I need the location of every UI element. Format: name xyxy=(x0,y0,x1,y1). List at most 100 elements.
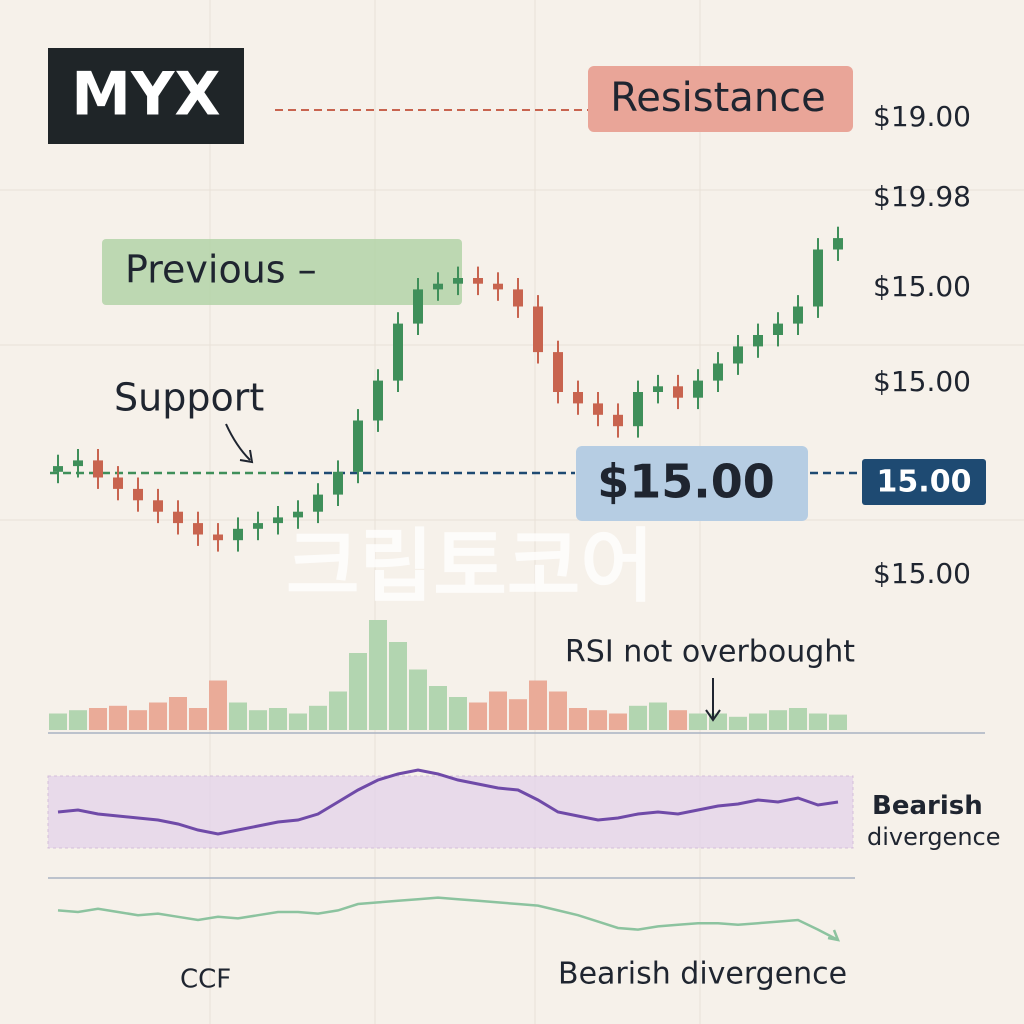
candle-body xyxy=(633,392,643,427)
candle-body xyxy=(193,523,203,535)
candle-body xyxy=(593,403,603,415)
candle-body xyxy=(813,249,823,307)
volume-bar xyxy=(249,710,267,730)
divergence-line: divergence xyxy=(867,823,1001,851)
resistance-box xyxy=(588,66,853,132)
candle-body xyxy=(53,466,63,472)
volume-bar xyxy=(449,697,467,730)
price-labels: $19.00 $19.98 $15.00 $15.00 $15.00 xyxy=(873,100,971,590)
volume-bar xyxy=(769,710,787,730)
candle-body xyxy=(793,306,803,324)
volume-bar xyxy=(489,691,507,730)
candle-body xyxy=(493,283,503,290)
candle-body xyxy=(313,494,323,512)
volume-bar xyxy=(749,713,767,730)
indicator-line xyxy=(57,896,839,942)
candle-body xyxy=(473,278,483,284)
candle-body xyxy=(273,517,283,524)
rsi-arrow xyxy=(705,678,721,722)
arrow-head xyxy=(827,929,841,942)
volume-bar xyxy=(189,708,207,730)
ticker: MYX xyxy=(71,60,220,130)
candle-body xyxy=(173,511,183,524)
volume-bar xyxy=(149,702,167,730)
volume-bar xyxy=(169,697,187,730)
volume-bar xyxy=(809,713,827,730)
volume-bar xyxy=(569,708,587,730)
volume-bar xyxy=(89,708,107,730)
price-label: $19.98 xyxy=(873,180,971,213)
volume-bar xyxy=(589,710,607,730)
volume-bar xyxy=(209,680,227,730)
candle-body xyxy=(433,283,443,290)
resistance-label: Resistance xyxy=(610,75,826,121)
candle-body xyxy=(373,380,383,421)
candle-body xyxy=(233,528,243,541)
volume-bar xyxy=(729,716,747,730)
volume-bar xyxy=(529,680,547,730)
previous-label: Previous – xyxy=(125,248,317,292)
candle-body xyxy=(573,392,583,404)
candle-body xyxy=(693,380,703,398)
candle-body xyxy=(733,346,743,364)
candle-body xyxy=(333,471,343,495)
candle-body xyxy=(133,488,143,501)
volume-bar xyxy=(109,705,127,730)
volume-bar xyxy=(329,691,347,730)
divergence-line: Bearish xyxy=(872,791,983,821)
candle-body xyxy=(833,238,843,250)
volume-bar xyxy=(429,686,447,730)
ticker-box xyxy=(48,48,244,144)
bottom-note: Bearish divergence xyxy=(558,957,847,992)
indicator-line xyxy=(57,768,839,836)
level-tag-box xyxy=(862,459,986,505)
volume-bar xyxy=(269,708,287,730)
candle-body xyxy=(153,500,163,512)
candle-body xyxy=(753,335,763,347)
volume-bar xyxy=(289,713,307,730)
volume-bar xyxy=(309,705,327,730)
candle-body xyxy=(73,460,83,467)
candle-body xyxy=(253,523,263,529)
volume-bar xyxy=(369,620,387,730)
price-tag: $15.00 xyxy=(597,455,775,509)
volume-bar xyxy=(829,714,847,730)
price-label: $15.00 xyxy=(873,557,971,590)
candle-body xyxy=(773,323,783,335)
candle-body xyxy=(533,306,543,353)
divergence-note: Bearish divergence xyxy=(867,791,1001,852)
candle-body xyxy=(113,477,123,489)
volume-bar xyxy=(389,642,407,730)
candle-body xyxy=(453,278,463,284)
volume-bar xyxy=(789,708,807,730)
price-tag-box xyxy=(576,446,808,521)
support-label: Support xyxy=(114,376,264,420)
level-tag: 15.00 xyxy=(877,465,972,500)
volume-bar xyxy=(49,713,67,730)
candle-body xyxy=(513,289,523,307)
price-label: $15.00 xyxy=(873,270,971,303)
volume-bar xyxy=(629,705,647,730)
volume-bar xyxy=(349,653,367,730)
candle-body xyxy=(213,534,223,541)
volume-bar xyxy=(129,710,147,730)
price-label: $15.00 xyxy=(873,365,971,398)
watermark: 크립토코어 xyxy=(286,520,654,613)
candle-body xyxy=(713,363,723,381)
support-arrow xyxy=(225,423,254,464)
candle-body xyxy=(353,420,363,472)
rsi-note: RSI not overbought xyxy=(565,635,855,670)
x-label: CCF xyxy=(180,965,231,995)
volume-bar xyxy=(69,710,87,730)
volume-bar xyxy=(669,710,687,730)
volume-bar xyxy=(709,713,727,730)
previous-box xyxy=(102,239,462,305)
volume-bar xyxy=(549,691,567,730)
candle-body xyxy=(413,289,423,324)
volume-bar xyxy=(509,699,527,730)
candle-body xyxy=(613,414,623,427)
candle-body xyxy=(93,460,103,478)
